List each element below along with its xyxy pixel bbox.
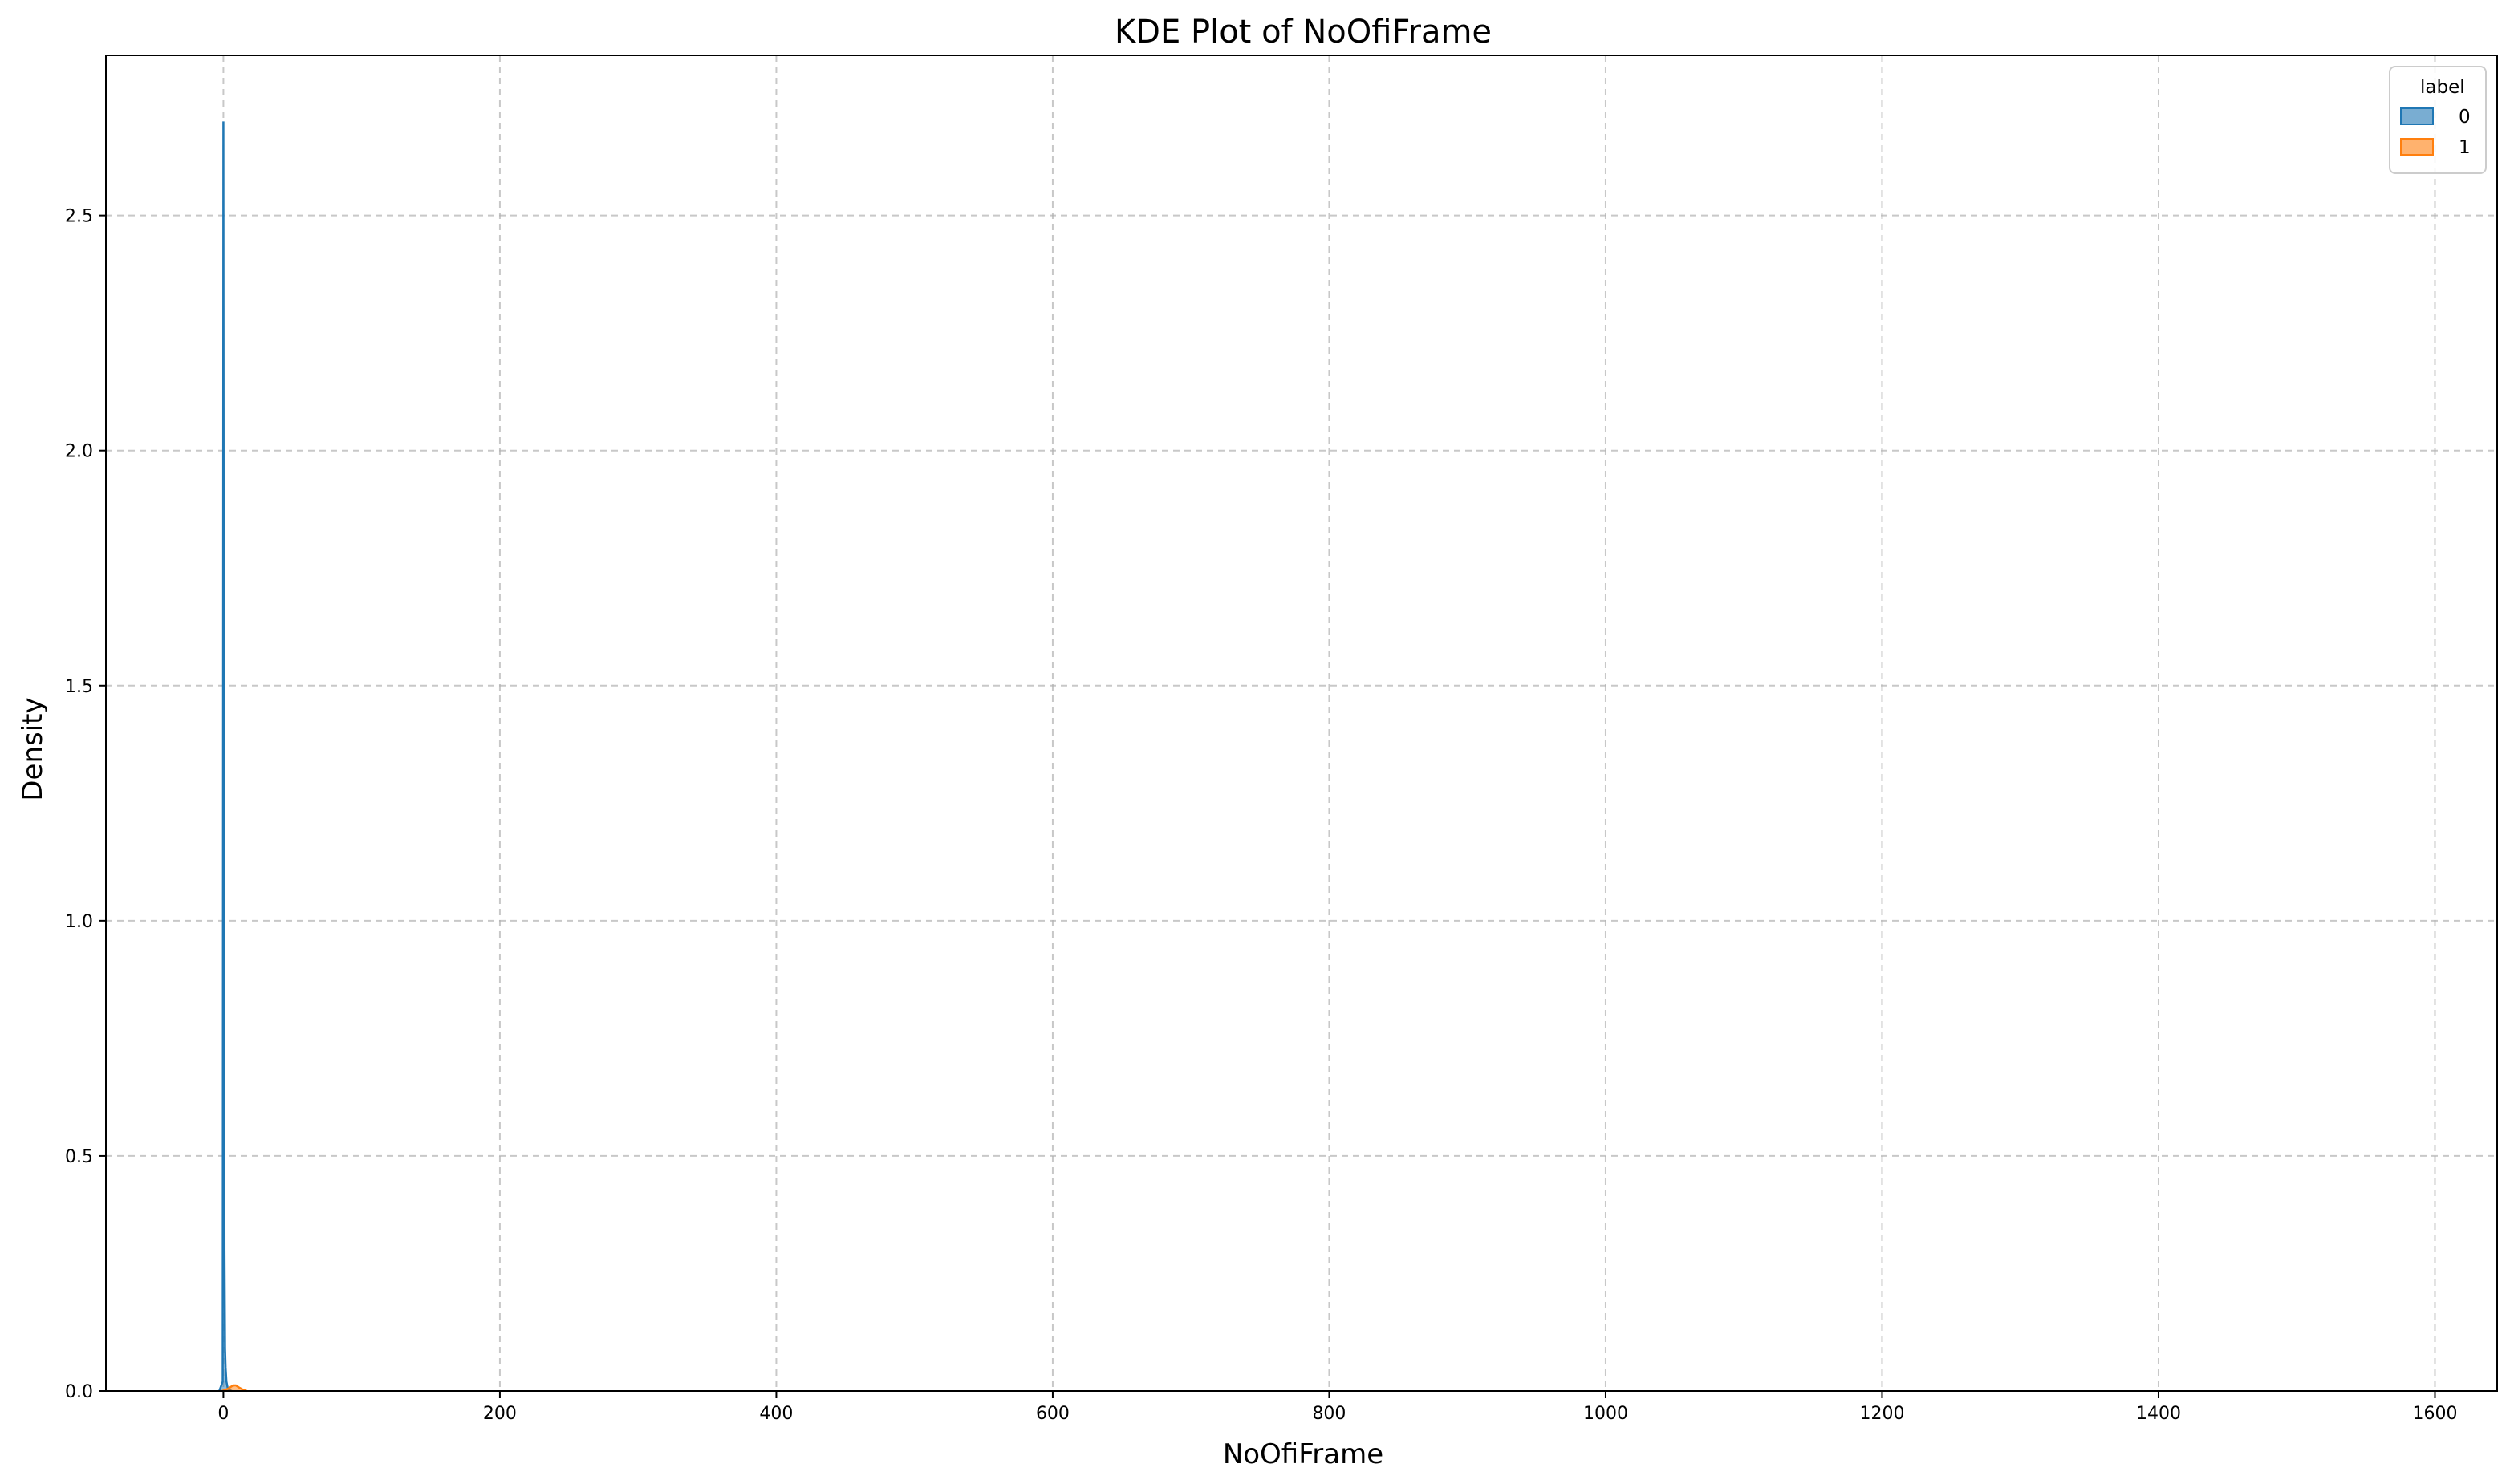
x-axis-label: NoOfiFrame: [1223, 1438, 1383, 1470]
x-tick-label: 1600: [2412, 1404, 2457, 1424]
x-tick-label: 1000: [1583, 1404, 1628, 1424]
x-tick-label: 600: [1036, 1404, 1070, 1424]
x-tick-label: 200: [483, 1404, 517, 1424]
legend-title: label: [2420, 77, 2465, 98]
x-tick-label: 1200: [1859, 1404, 1904, 1424]
legend-swatch-1: [2400, 138, 2434, 156]
y-tick-label: 2.5: [65, 207, 93, 227]
legend-label-1: 1: [2459, 137, 2471, 158]
x-tick-label: 0: [217, 1404, 229, 1424]
y-tick-label: 0.5: [65, 1147, 93, 1167]
legend-swatch-0: [2400, 107, 2434, 125]
kde-line-series-1: [221, 1384, 248, 1393]
y-tick-label: 1.5: [65, 677, 93, 697]
plot-frame: [105, 55, 2498, 1392]
y-tick-label: 1.0: [65, 912, 93, 932]
chart-title: KDE Plot of NoOfiFrame: [1115, 14, 1492, 51]
ticks: 0 200 400 600 800 1000 1200 1400 1600 0.0 0.5 1.0 1.…: [65, 207, 2457, 1424]
kde-area-series-1: [221, 1385, 247, 1391]
x-tick-label: 1400: [2136, 1404, 2181, 1424]
x-tick-label: 400: [759, 1404, 793, 1424]
legend: label 0 1: [2389, 66, 2487, 174]
x-tick-label: 800: [1312, 1404, 1346, 1424]
series-layer: [218, 121, 248, 1393]
legend-label-0: 0: [2459, 107, 2471, 128]
y-axis-label: Density: [17, 697, 49, 801]
y-tick-label: 2.0: [65, 442, 93, 462]
y-tick-label: 0.0: [65, 1382, 93, 1402]
